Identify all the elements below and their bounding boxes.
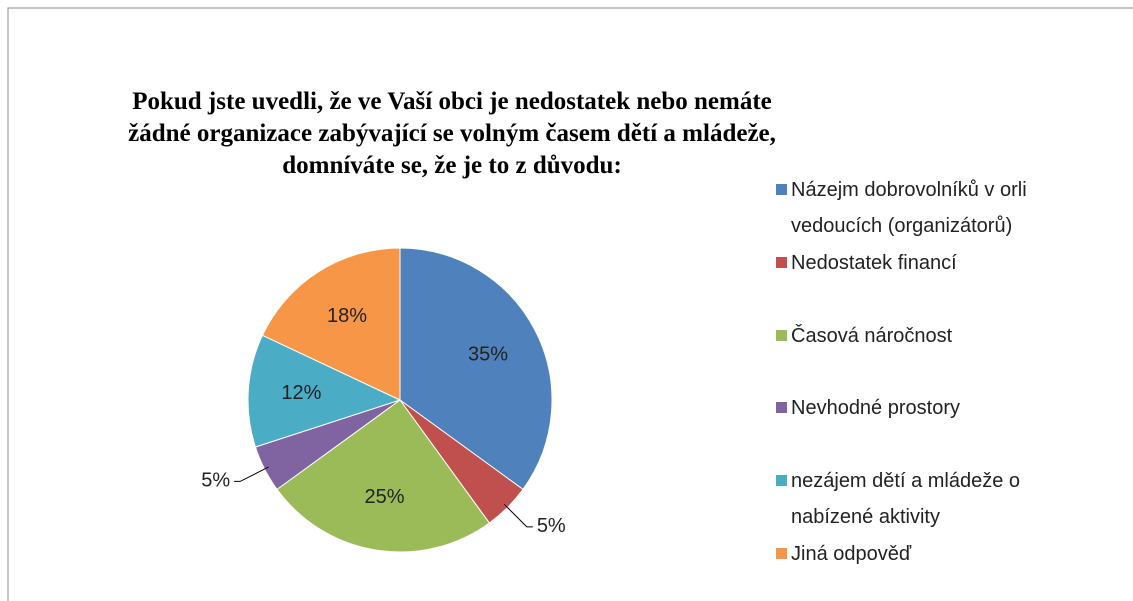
leader-line [234, 466, 269, 482]
chart-border [7, 7, 1133, 601]
legend-item: Nevhodné prostory [776, 390, 1106, 426]
legend-item: Názejm dobrovolníků v orli vedoucích (or… [776, 172, 1106, 244]
pie-slice [276, 399, 491, 553]
data-label: 5% [201, 470, 230, 492]
legend-swatch [776, 548, 787, 559]
leader-line [503, 503, 533, 528]
legend-label: Nedostatek financí [791, 251, 957, 274]
pie-slice [399, 247, 553, 491]
legend-label: Jiná odpověď [791, 543, 912, 565]
chart-title: Pokud jste uvedli, že ve Vaší obci je ne… [128, 88, 776, 179]
legend-item: Časová náročnost [776, 318, 1106, 354]
legend-label: Nevhodné prostory [791, 397, 960, 420]
data-label: 5% [537, 515, 566, 537]
legend-label: nezájem dětí a mládeže o nabízené aktivi… [791, 470, 1021, 529]
legend-swatch [776, 256, 787, 268]
legend-swatch [776, 475, 787, 487]
legend-item: Jiná odpověď [776, 536, 1106, 572]
legend-swatch [776, 329, 787, 341]
legend-item: nezájem dětí a mládeže o nabízené aktivi… [776, 463, 1106, 535]
data-label: 12% [281, 382, 321, 404]
legend-item: Nedostatek financí [776, 245, 1106, 281]
legend-label: Názejm dobrovolníků v orli vedoucích (or… [791, 179, 1027, 237]
legend-label: Časová náročnost [791, 324, 953, 347]
data-label: 35% [468, 343, 508, 365]
pie-slice [261, 247, 401, 401]
pie-slice [247, 334, 402, 448]
legend-swatch [776, 402, 787, 414]
data-label: 25% [365, 486, 405, 508]
legend-swatch [776, 184, 787, 195]
data-label: 18% [327, 305, 367, 327]
